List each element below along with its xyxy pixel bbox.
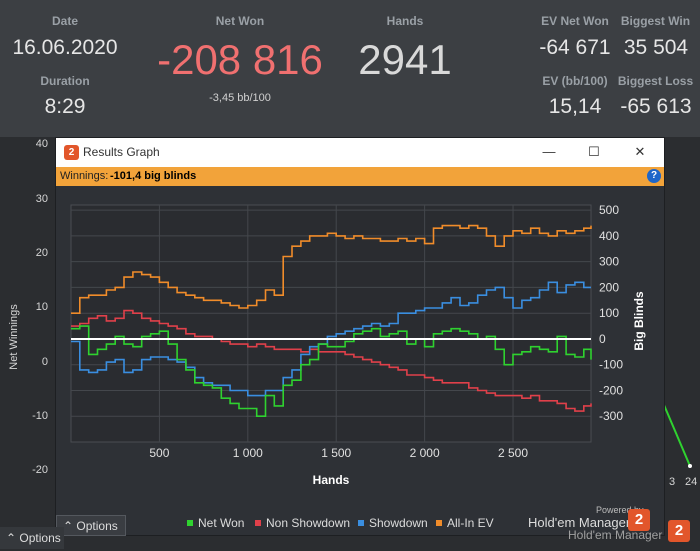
- bg-xtick: 3: [669, 476, 675, 488]
- bottom-options-label: Options: [19, 531, 61, 545]
- winnings-banner: Winnings: -101,4 big blinds ?: [56, 167, 664, 186]
- bg-ytick: -10: [32, 410, 48, 422]
- background-chart: Net Winnings 40 30 20 10 0 -10 -20 3 24: [8, 138, 697, 488]
- x-tick-label: 2 500: [498, 446, 528, 460]
- biggest-loss-value: -65 613: [620, 95, 692, 118]
- series-non-showdown: [71, 309, 592, 412]
- net-won-label: Net Won: [215, 14, 265, 28]
- results-graph-window: 2 Results Graph — ☐ ✕ Winnings: -101,4 b…: [55, 137, 665, 536]
- minimize-button[interactable]: —: [542, 144, 556, 159]
- y-tick-label: 0: [599, 332, 606, 346]
- net-won-bb100: -3,45 bb/100: [209, 92, 271, 104]
- results-graph: 500 1 000 1 500 2 000 2 500 500 400 300 200 100 0…: [70, 203, 646, 487]
- bottom-hm-logo-icon: 2: [668, 520, 690, 542]
- legend-showdown: Showdown: [358, 516, 428, 530]
- ev-bb100-value: 15,14: [548, 95, 602, 118]
- y-tick-label: -100: [599, 358, 623, 372]
- date-label: Date: [51, 14, 78, 28]
- bg-green-line: [663, 404, 691, 467]
- duration-label: Duration: [40, 74, 90, 88]
- y-tick-label: 200: [599, 280, 619, 294]
- legend-allin-ev: All-In EV: [436, 516, 494, 530]
- bg-xtick: 24: [685, 476, 697, 488]
- biggest-loss-label: Biggest Loss: [617, 74, 694, 88]
- legend-label: Non Showdown: [266, 516, 351, 530]
- maximize-button[interactable]: ☐: [588, 144, 600, 159]
- series-allin-ev: [71, 224, 592, 314]
- legend-non-showdown: Non Showdown: [255, 516, 350, 530]
- x-tick-label: 1 500: [321, 446, 351, 460]
- stats-bar: Date 16.06.2020 Duration 8:29 Net Won -2…: [0, 0, 700, 137]
- legend-swatch: [436, 520, 442, 526]
- hem-brand-label: Hold'em Manager: [528, 515, 631, 530]
- window-titlebar[interactable]: 2 Results Graph — ☐ ✕: [56, 138, 664, 167]
- help-icon[interactable]: ?: [647, 169, 661, 183]
- bg-green-point: [688, 464, 692, 468]
- biggest-win-label: Biggest Win: [620, 14, 691, 28]
- hm-logo-icon: 2: [628, 509, 650, 531]
- options-button[interactable]: ⌃ Options: [56, 515, 126, 536]
- x-axis-label: Hands: [313, 473, 350, 487]
- biggest-win-value: 35 504: [623, 36, 689, 59]
- legend-swatch: [255, 520, 261, 526]
- caret-up-icon: ⌃: [63, 519, 77, 533]
- legend-net-won: Net Won: [187, 516, 244, 530]
- y-tick-label: 500: [599, 203, 619, 217]
- window-title: Results Graph: [83, 145, 160, 159]
- bottom-options-button[interactable]: ⌃ Options: [0, 527, 64, 549]
- legend-swatch: [187, 520, 193, 526]
- y-tick-label: 300: [599, 255, 619, 269]
- legend-label: Net Won: [198, 516, 245, 530]
- powered-by-label: Powered by: [596, 505, 644, 515]
- x-tick-label: 500: [149, 446, 169, 460]
- bg-ytick: 30: [36, 193, 48, 205]
- winnings-label: Winnings:: [60, 170, 109, 182]
- series-showdown: [71, 281, 591, 397]
- y-tick-label: 400: [599, 229, 619, 243]
- series-net-won: [71, 325, 592, 417]
- close-button[interactable]: ✕: [634, 144, 646, 159]
- y-tick-label: 100: [599, 306, 619, 320]
- ev-bb100-label: EV (bb/100): [542, 74, 608, 88]
- legend-label: All-In EV: [447, 516, 494, 530]
- hands-value: 2941: [358, 36, 452, 83]
- caret-up-icon: ⌃: [6, 531, 20, 545]
- bg-ytick: 10: [36, 301, 48, 313]
- bg-ylabel: Net Winnings: [8, 304, 20, 370]
- duration-value: 8:29: [44, 95, 86, 118]
- y-tick-label: -300: [599, 409, 623, 423]
- legend-label: Showdown: [369, 516, 428, 530]
- ev-net-won-value: -64 671: [539, 36, 611, 59]
- series-lines: [71, 224, 592, 417]
- winnings-value: -101,4 big blinds: [110, 170, 197, 182]
- legend-swatch: [358, 520, 364, 526]
- ev-net-won-label: EV Net Won: [541, 14, 609, 28]
- net-won-value: -208 816: [157, 36, 323, 83]
- x-tick-label: 1 000: [233, 446, 263, 460]
- y-axis-label: Big Blinds: [632, 291, 646, 351]
- options-label: Options: [76, 519, 118, 533]
- bg-ytick: 0: [42, 356, 48, 368]
- x-tick-label: 2 000: [410, 446, 440, 460]
- hm-logo-icon: 2: [64, 145, 79, 160]
- x-tick-labels: 500 1 000 1 500 2 000 2 500: [149, 446, 528, 460]
- y-tick-labels: 500 400 300 200 100 0 -100 -200 -300: [599, 203, 623, 423]
- date-value: 16.06.2020: [12, 36, 118, 59]
- bg-ytick: 40: [36, 138, 48, 150]
- bg-ytick: -20: [32, 464, 48, 476]
- bottom-brand-label: Hold'em Manager: [568, 528, 663, 542]
- grid-horizontal: [71, 209, 591, 417]
- hands-label: Hands: [386, 14, 424, 28]
- y-tick-label: -200: [599, 383, 623, 397]
- bg-ytick: 20: [36, 247, 48, 259]
